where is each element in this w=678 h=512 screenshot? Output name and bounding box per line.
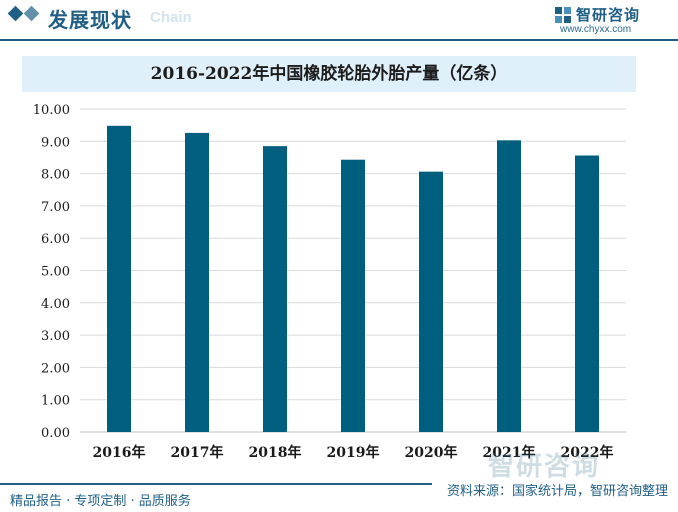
header-rule [0, 39, 678, 41]
y-tick-label: 6.00 [41, 232, 70, 247]
y-tick-label: 4.00 [41, 297, 70, 312]
x-tick-label: 2017年 [171, 444, 224, 461]
footer-tagline: 精品报告 · 专项定制 · 品质服务 [10, 494, 191, 509]
brand-name: 智研咨询 [576, 6, 641, 24]
watermark-logo: 智研咨询 [488, 452, 601, 482]
section-subtitle: Chain [150, 9, 192, 26]
y-tick-label: 0.00 [41, 426, 70, 441]
x-tick-label: 2021年 [483, 444, 536, 461]
chart-title: 2016-2022年中国橡胶轮胎外胎产量（亿条） [150, 64, 508, 84]
bar [341, 159, 365, 432]
source-note: 资料来源：国家统计局，智研咨询整理 [446, 484, 668, 499]
x-tick-label: 2022年 [561, 444, 614, 461]
bar [185, 132, 209, 433]
bar [419, 171, 443, 433]
bar [107, 125, 131, 433]
brand-logo-icon [555, 7, 571, 23]
y-tick-label: 5.00 [41, 265, 70, 280]
y-tick-label: 9.00 [41, 135, 70, 150]
bar [575, 155, 599, 432]
y-tick-label: 10.00 [33, 103, 70, 118]
y-tick-label: 1.00 [41, 394, 70, 409]
y-tick-label: 7.00 [41, 200, 70, 215]
brand-url: www.chyxx.com [560, 24, 632, 35]
page-header: 发展现状 Chain 智研咨询 www.chyxx.com [0, 0, 678, 36]
y-tick-label: 3.00 [41, 329, 70, 344]
y-tick-label: 8.00 [41, 168, 70, 183]
y-tick-label: 2.00 [41, 361, 70, 376]
section-title: 发展现状 [48, 8, 132, 32]
brand-logo-block: 智研咨询 www.chyxx.com [554, 4, 664, 35]
x-tick-label: 2016年 [93, 444, 146, 461]
chart-title-bar: 2016-2022年中国橡胶轮胎外胎产量（亿条） [22, 56, 636, 92]
x-tick-label: 2019年 [327, 444, 380, 461]
footer-rule [0, 483, 432, 485]
bar [263, 146, 287, 432]
x-tick-label: 2018年 [249, 444, 302, 461]
x-tick-label: 2020年 [405, 444, 458, 461]
bar [497, 140, 521, 432]
